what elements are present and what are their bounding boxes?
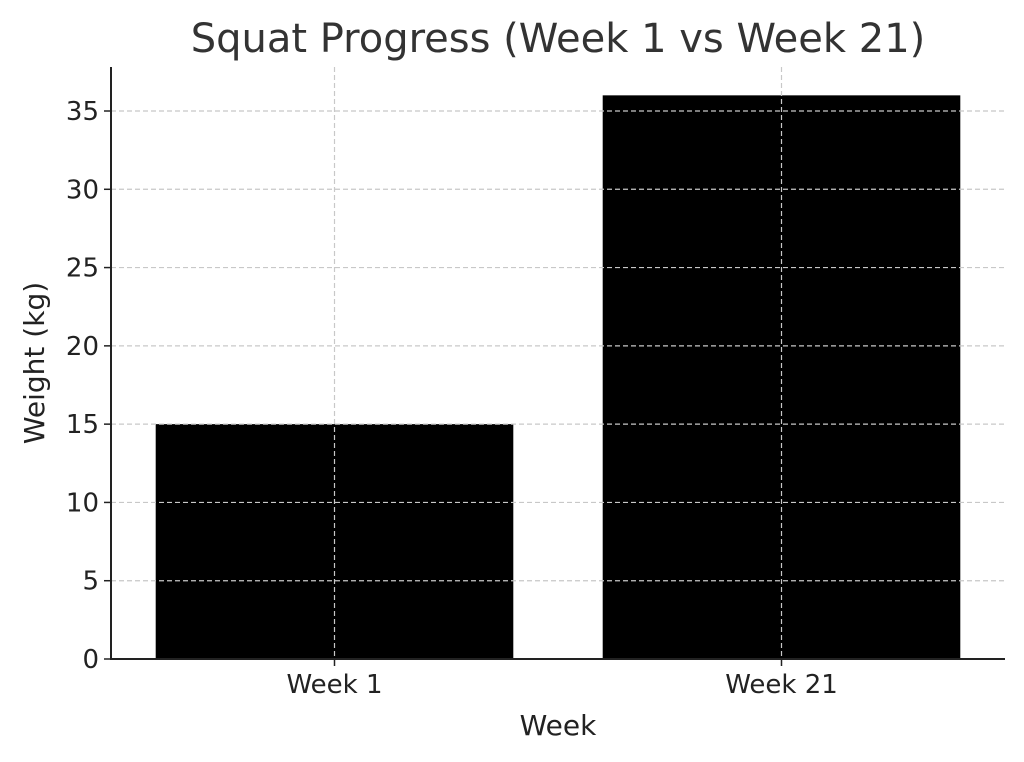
y-axis-label: Weight (kg) (18, 282, 51, 444)
bars (155, 95, 961, 660)
y-ticks: 0 5 10 15 20 25 30 35 (66, 97, 111, 675)
y-tick-label: 20 (66, 332, 99, 362)
grid-lines (111, 67, 1005, 659)
x-ticks: Week 1 Week 21 (286, 659, 838, 700)
x-tick-label: Week 21 (725, 670, 838, 700)
chart-title: Squat Progress (Week 1 vs Week 21) (191, 16, 926, 62)
y-tick-label: 5 (82, 567, 99, 597)
y-tick-label: 0 (82, 645, 99, 675)
y-tick-label: 15 (66, 410, 99, 440)
x-axis-label: Week (520, 709, 597, 742)
y-tick-label: 30 (66, 175, 99, 205)
y-tick-label: 10 (66, 488, 99, 518)
x-tick-label: Week 1 (286, 670, 382, 700)
y-tick-label: 25 (66, 254, 99, 284)
y-tick-label: 35 (66, 97, 99, 127)
